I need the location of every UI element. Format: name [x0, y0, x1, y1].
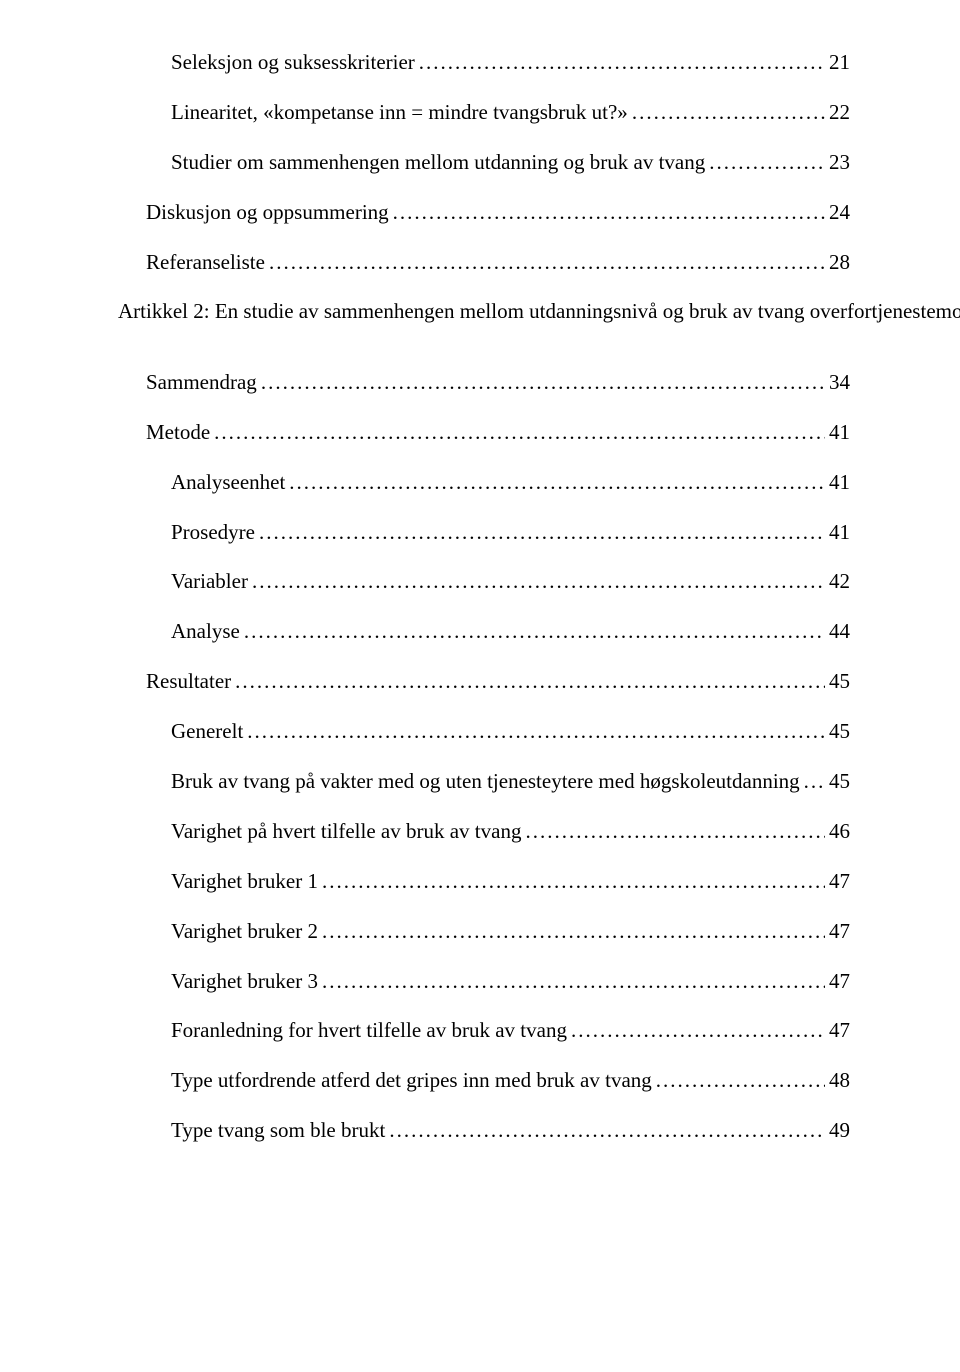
toc-entry: Type utfordrende atferd det gripes inn m…	[118, 1066, 850, 1095]
toc-entry: Referanseliste 28	[118, 248, 850, 277]
toc-page-number: 24	[829, 198, 850, 227]
toc-leader-dots	[656, 1066, 825, 1095]
toc-label: Varighet bruker 3	[171, 967, 318, 996]
toc-page-number: 41	[829, 468, 850, 497]
table-of-contents: Seleksjon og suksesskriterier 21 Linearite…	[118, 48, 850, 1146]
toc-label: Linearitet, «kompetanse inn = mindre tva…	[171, 98, 628, 127]
toc-label: Prosedyre	[171, 518, 255, 547]
toc-label: Referanseliste	[146, 248, 265, 277]
toc-entry: Sammendrag 34	[118, 368, 850, 397]
toc-entry: Varighet bruker 1 47	[118, 867, 850, 896]
toc-label: Diskusjon og oppsummering	[146, 198, 389, 227]
toc-entry: Linearitet, «kompetanse inn = mindre tva…	[118, 98, 850, 127]
toc-label: Sammendrag	[146, 368, 257, 397]
toc-label: Analyseenhet	[171, 468, 285, 497]
toc-label: Resultater	[146, 667, 231, 696]
toc-entry: Diskusjon og oppsummering 24	[118, 198, 850, 227]
toc-entry: Generelt 45	[118, 717, 850, 746]
toc-page-number: 47	[829, 967, 850, 996]
toc-leader-dots	[252, 567, 825, 596]
toc-entry: Prosedyre 41	[118, 518, 850, 547]
toc-entry: Artikkel 2: En studie av sammenhengen me…	[118, 297, 850, 347]
toc-page-number: 47	[829, 917, 850, 946]
toc-page-number: 45	[829, 667, 850, 696]
toc-entry: Foranledning for hvert tilfelle av bruk …	[118, 1016, 850, 1045]
toc-leader-dots	[214, 418, 825, 447]
toc-label: Artikkel 2: En studie av sammenhengen me…	[118, 297, 872, 326]
toc-page-number: 42	[829, 567, 850, 596]
toc-entry: Seleksjon og suksesskriterier 21	[118, 48, 850, 77]
toc-page-number: 22	[829, 98, 850, 127]
toc-leader-dots	[709, 148, 825, 177]
toc-leader-dots	[322, 867, 825, 896]
toc-label: Foranledning for hvert tilfelle av bruk …	[171, 1016, 567, 1045]
toc-leader-dots	[244, 617, 825, 646]
toc-leader-dots	[261, 368, 825, 397]
toc-page-number: 48	[829, 1066, 850, 1095]
toc-label: tjenestemottakere med psykisk utviklings…	[872, 297, 960, 326]
toc-leader-dots	[389, 1116, 825, 1145]
toc-page-number: 45	[829, 767, 850, 796]
toc-page-number: 47	[829, 1016, 850, 1045]
toc-leader-dots	[235, 667, 825, 696]
toc-label: Variabler	[171, 567, 248, 596]
toc-page-number: 49	[829, 1116, 850, 1145]
toc-page-number: 21	[829, 48, 850, 77]
toc-page-number: 47	[829, 867, 850, 896]
toc-label: Generelt	[171, 717, 243, 746]
toc-page-number: 23	[829, 148, 850, 177]
toc-leader-dots	[393, 198, 825, 227]
toc-entry: Varighet på hvert tilfelle av bruk av tv…	[118, 817, 850, 846]
toc-label: Analyse	[171, 617, 240, 646]
toc-label: Varighet på hvert tilfelle av bruk av tv…	[171, 817, 521, 846]
toc-entry: Bruk av tvang på vakter med og uten tjen…	[118, 767, 850, 796]
toc-leader-dots	[525, 817, 825, 846]
toc-page-number: 45	[829, 717, 850, 746]
toc-leader-dots	[804, 767, 825, 796]
toc-label: Type tvang som ble brukt	[171, 1116, 385, 1145]
toc-label: Bruk av tvang på vakter med og uten tjen…	[171, 767, 800, 796]
toc-leader-dots	[632, 98, 825, 127]
toc-page-number: 46	[829, 817, 850, 846]
toc-entry: Analyseenhet 41	[118, 468, 850, 497]
toc-page-number: 41	[829, 518, 850, 547]
toc-entry: Resultater 45	[118, 667, 850, 696]
toc-leader-dots	[289, 468, 825, 497]
toc-leader-dots	[322, 967, 825, 996]
toc-label: Varighet bruker 1	[171, 867, 318, 896]
toc-label: Seleksjon og suksesskriterier	[171, 48, 415, 77]
toc-entry: Varighet bruker 2 47	[118, 917, 850, 946]
toc-label: Varighet bruker 2	[171, 917, 318, 946]
toc-leader-dots	[322, 917, 825, 946]
toc-leader-dots	[259, 518, 825, 547]
toc-leader-dots	[419, 48, 825, 77]
toc-label: Type utfordrende atferd det gripes inn m…	[171, 1066, 652, 1095]
toc-leader-dots	[269, 248, 825, 277]
toc-page-number: 44	[829, 617, 850, 646]
toc-leader-dots	[247, 717, 825, 746]
toc-page-number: 28	[829, 248, 850, 277]
toc-entry: Metode 41	[118, 418, 850, 447]
toc-entry: Varighet bruker 3 47	[118, 967, 850, 996]
toc-label: Studier om sammenhengen mellom utdanning…	[171, 148, 705, 177]
toc-entry: Variabler 42	[118, 567, 850, 596]
toc-label: Metode	[146, 418, 210, 447]
toc-leader-dots	[571, 1016, 825, 1045]
toc-page-number: 34	[829, 368, 850, 397]
toc-entry: Type tvang som ble brukt 49	[118, 1116, 850, 1145]
toc-entry: Analyse 44	[118, 617, 850, 646]
toc-entry: Studier om sammenhengen mellom utdanning…	[118, 148, 850, 177]
toc-page-number: 41	[829, 418, 850, 447]
